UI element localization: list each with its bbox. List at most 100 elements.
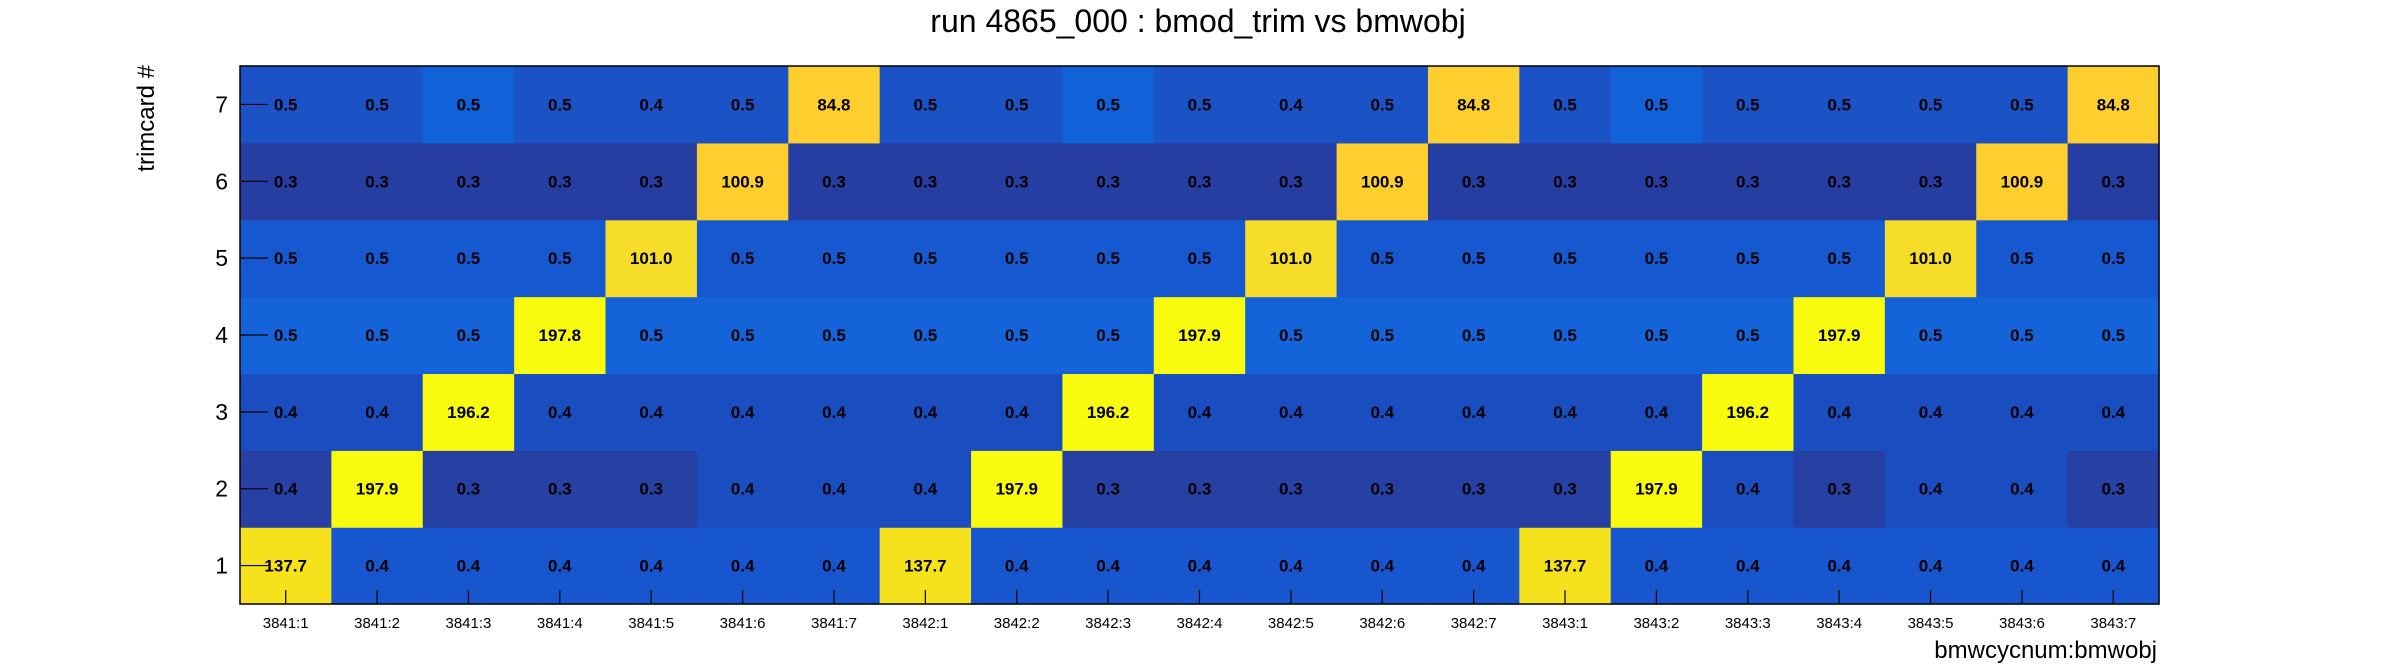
cell-value: 0.5	[1553, 249, 1577, 268]
cell-value: 0.4	[822, 557, 846, 576]
cell-value: 101.0	[1270, 249, 1313, 268]
cell-value: 101.0	[1909, 249, 1952, 268]
cell-value: 0.4	[1827, 557, 1851, 576]
heatmap-cell	[2067, 142, 2160, 221]
x-tick-label: 3842:2	[994, 615, 1040, 632]
cell-value: 0.4	[822, 403, 846, 422]
cell-value: 0.4	[639, 403, 663, 422]
cell-value: 0.4	[2101, 557, 2125, 576]
cell-value: 0.3	[548, 172, 572, 191]
cell-value: 0.4	[1736, 557, 1760, 576]
heatmap-cell	[1884, 296, 1977, 375]
cell-value: 137.7	[1544, 557, 1587, 576]
cell-value: 0.3	[274, 172, 298, 191]
heatmap-cell	[1702, 450, 1795, 528]
heatmap-cell	[788, 142, 881, 221]
heatmap-cell	[1610, 142, 1703, 221]
y-axis-title: trimcard #	[133, 64, 160, 171]
x-tick-label: 3843:6	[1999, 615, 2045, 632]
cell-value: 0.5	[1553, 326, 1577, 345]
cell-value: 0.5	[274, 326, 298, 345]
x-tick-label: 3841:4	[537, 615, 583, 632]
heatmap-cell	[422, 219, 515, 298]
heatmap-cell	[1884, 450, 1977, 528]
cell-value: 197.9	[356, 480, 399, 499]
heatmap-cell	[605, 66, 698, 144]
heatmap-cell	[1976, 450, 2069, 528]
cell-value: 0.4	[1188, 403, 1212, 422]
heatmap-cell	[1793, 373, 1886, 451]
heatmap-cell	[788, 450, 881, 528]
heatmap-cell	[1062, 296, 1155, 375]
heatmap-cell	[696, 66, 789, 144]
y-tick-label: 1	[215, 553, 228, 579]
heatmap-cell	[1336, 373, 1429, 451]
heatmap-cell	[1062, 219, 1155, 298]
heatmap-cell	[1519, 219, 1612, 298]
cell-value: 0.4	[2010, 557, 2034, 576]
heatmap-cell	[1610, 219, 1703, 298]
cell-value: 100.9	[721, 172, 764, 191]
heatmap-cell	[696, 296, 789, 375]
cell-value: 0.4	[2010, 480, 2034, 499]
heatmap-cell	[1793, 66, 1886, 144]
cell-value: 0.5	[1005, 95, 1029, 114]
cell-value: 0.3	[1096, 480, 1120, 499]
heatmap-cell	[605, 373, 698, 451]
heatmap-cell	[971, 296, 1064, 375]
cell-value: 0.5	[2101, 326, 2125, 345]
cell-value: 0.5	[457, 326, 481, 345]
heatmap-cell	[331, 219, 424, 298]
heatmap-cell	[696, 373, 789, 451]
cell-value: 100.9	[2001, 172, 2044, 191]
y-tick-label: 7	[215, 91, 228, 117]
heatmap-cell	[1062, 450, 1155, 528]
x-tick-label: 3841:3	[446, 615, 492, 632]
cell-value: 0.3	[457, 172, 481, 191]
cell-value: 0.5	[1096, 95, 1120, 114]
cell-value: 0.3	[1279, 172, 1303, 191]
cell-value: 0.4	[914, 403, 938, 422]
y-tick-label: 5	[215, 245, 228, 271]
cell-value: 0.4	[1370, 557, 1394, 576]
cell-value: 0.4	[1096, 557, 1120, 576]
heatmap-cell	[1245, 450, 1338, 528]
heatmap-cell	[971, 450, 1064, 528]
cell-value: 197.9	[1178, 326, 1221, 345]
x-tick-label: 3843:5	[1908, 615, 1954, 632]
heatmap-cell	[514, 373, 607, 451]
cell-value: 0.5	[822, 326, 846, 345]
heatmap-cell	[1153, 373, 1246, 451]
cell-value: 0.3	[1005, 172, 1029, 191]
heatmap-cell	[1610, 450, 1703, 528]
heatmap-cell	[1336, 219, 1429, 298]
x-tick-label: 3843:7	[2090, 615, 2136, 632]
heatmap-cell	[1702, 373, 1795, 451]
cell-value: 0.3	[1553, 172, 1577, 191]
cell-value: 0.3	[1188, 172, 1212, 191]
cell-value: 0.4	[548, 403, 572, 422]
heatmap-cell	[1519, 296, 1612, 375]
cell-value: 0.3	[1096, 172, 1120, 191]
heatmap-cell	[1245, 219, 1338, 298]
x-tick-label: 3842:4	[1177, 615, 1223, 632]
cell-value: 196.2	[1727, 403, 1770, 422]
heatmap-cell	[1245, 66, 1338, 144]
cell-value: 0.4	[1188, 557, 1212, 576]
cell-value-labels: 137.7 0.4 0.4 0.4 0.4 0.4 0.4 137.7 0.4 0.4 0.4 0.4…	[264, 95, 2129, 575]
heatmap-cell	[1336, 142, 1429, 221]
cell-value: 101.0	[630, 249, 673, 268]
chart-title: run 4865_000 : bmod_trim vs bmwobj	[930, 3, 1465, 39]
cell-value: 0.4	[1553, 403, 1577, 422]
x-tick-label: 3843:2	[1633, 615, 1679, 632]
cell-value: 0.5	[822, 249, 846, 268]
heatmap-cell	[788, 66, 881, 144]
cell-value: 84.8	[1457, 95, 1490, 114]
cell-value: 0.3	[1553, 480, 1577, 499]
heatmap-cell	[1702, 66, 1795, 144]
cell-value: 0.5	[274, 95, 298, 114]
cell-value: 0.5	[914, 95, 938, 114]
cell-value: 0.5	[1096, 249, 1120, 268]
cell-value: 0.4	[1919, 480, 1943, 499]
cell-value: 0.3	[639, 480, 663, 499]
